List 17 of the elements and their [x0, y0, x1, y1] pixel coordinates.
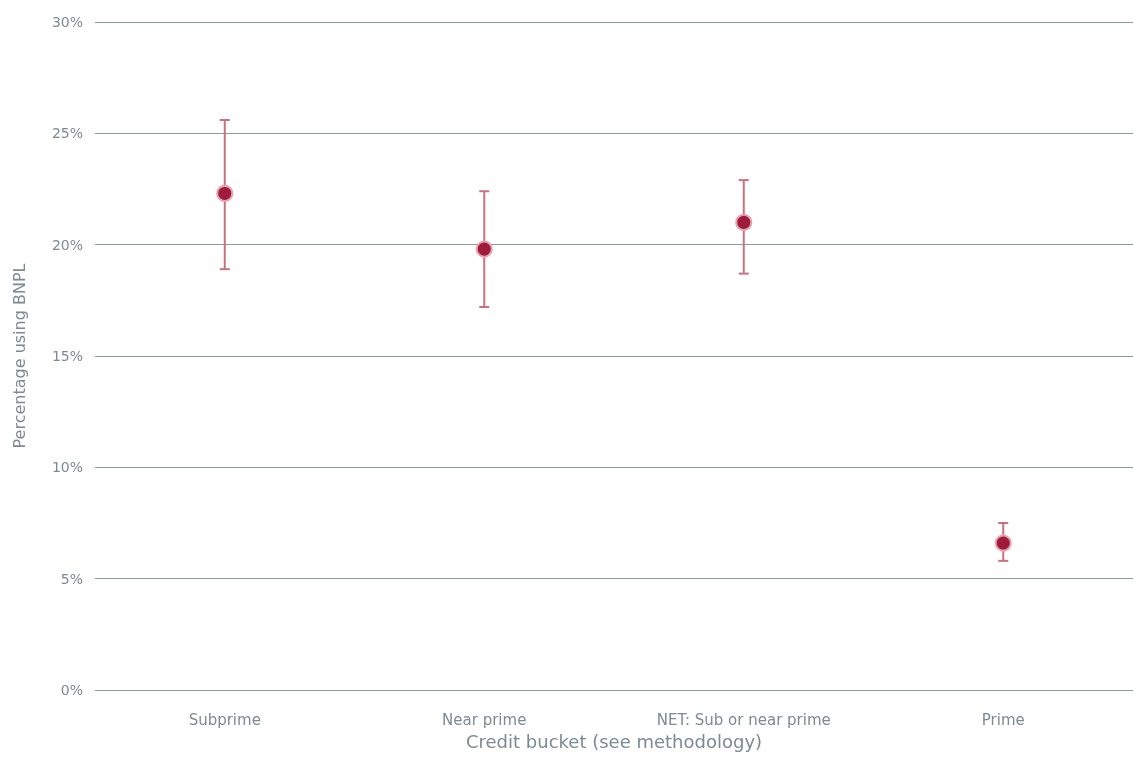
point — [735, 213, 753, 231]
y-axis-title: Percentage using BNPL — [9, 263, 29, 449]
y-tick-label: 20% — [51, 236, 83, 253]
y-tick-label: 5% — [60, 570, 83, 587]
y-tick-label: 10% — [51, 459, 83, 476]
x-tick-label: NET: Sub or near prime — [656, 710, 831, 729]
point — [994, 534, 1012, 552]
x-axis-title: Credit bucket (see methodology) — [465, 730, 763, 752]
y-tick-label: 0% — [60, 682, 83, 698]
x-tick-label: Subprime — [188, 710, 261, 729]
y-tick-label: 30% — [51, 14, 83, 30]
x-tick-label: Near prime — [442, 710, 527, 729]
y-tick-label: 25% — [51, 125, 83, 142]
y-tick-label: 15% — [51, 348, 83, 364]
point — [475, 240, 493, 258]
x-tick-label: Prime — [981, 710, 1025, 729]
point — [216, 184, 234, 202]
